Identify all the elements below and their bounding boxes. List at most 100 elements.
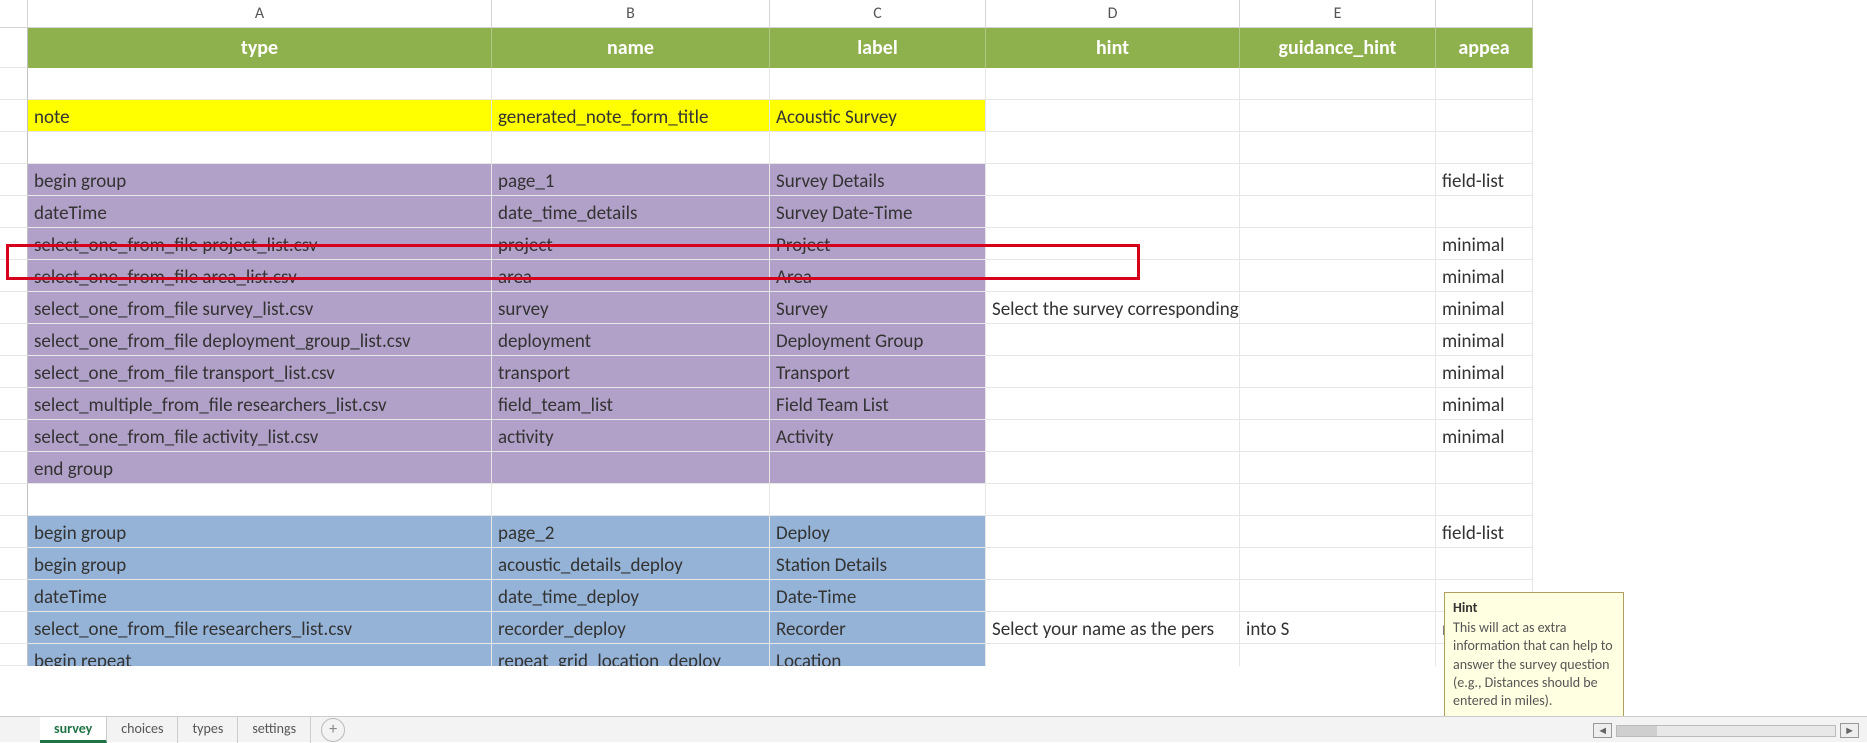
cell[interactable]: field-list xyxy=(1436,164,1533,196)
cell[interactable]: minimal xyxy=(1436,356,1533,388)
horizontal-scrollbar[interactable]: ◄ ► xyxy=(1593,723,1859,738)
cell[interactable] xyxy=(492,132,770,164)
cell[interactable] xyxy=(1240,68,1436,100)
row-number[interactable] xyxy=(0,420,28,452)
row-number[interactable] xyxy=(0,100,28,132)
cell[interactable]: page_1 xyxy=(492,164,770,196)
cell[interactable] xyxy=(986,260,1240,292)
cell[interactable] xyxy=(986,484,1240,516)
cell[interactable]: dateTime xyxy=(28,580,492,612)
row-number[interactable] xyxy=(0,164,28,196)
column-header-C[interactable]: C xyxy=(770,0,986,28)
cell[interactable] xyxy=(986,324,1240,356)
cell[interactable]: begin group xyxy=(28,164,492,196)
cell[interactable] xyxy=(986,580,1240,612)
row-number[interactable] xyxy=(0,228,28,260)
row-number[interactable] xyxy=(0,612,28,644)
cell[interactable]: page_2 xyxy=(492,516,770,548)
row-number[interactable] xyxy=(0,644,28,666)
cell[interactable] xyxy=(986,420,1240,452)
row-number[interactable] xyxy=(0,356,28,388)
cell[interactable]: survey xyxy=(492,292,770,324)
cell[interactable] xyxy=(1240,388,1436,420)
cell[interactable]: project xyxy=(492,228,770,260)
cell[interactable] xyxy=(1240,452,1436,484)
cell[interactable]: Date-Time xyxy=(770,580,986,612)
cell[interactable] xyxy=(1240,292,1436,324)
row-number[interactable] xyxy=(0,292,28,324)
cell[interactable]: into S xyxy=(1240,612,1436,644)
cell[interactable]: Acoustic Survey xyxy=(770,100,986,132)
cell[interactable]: Survey Details xyxy=(770,164,986,196)
row-number[interactable] xyxy=(0,28,28,68)
cell[interactable] xyxy=(1240,228,1436,260)
cell[interactable] xyxy=(1240,356,1436,388)
cell[interactable] xyxy=(986,356,1240,388)
cell[interactable] xyxy=(28,68,492,100)
cell[interactable]: select_one_from_file survey_list.csv xyxy=(28,292,492,324)
cell[interactable] xyxy=(492,452,770,484)
cell[interactable] xyxy=(1240,164,1436,196)
cell[interactable]: select_one_from_file activity_list.csv xyxy=(28,420,492,452)
cell[interactable]: begin repeat xyxy=(28,644,492,666)
row-number[interactable] xyxy=(0,580,28,612)
row-number[interactable] xyxy=(0,516,28,548)
cell[interactable]: Project xyxy=(770,228,986,260)
row-number[interactable] xyxy=(0,388,28,420)
cell[interactable]: select_one_from_file project_list.csv xyxy=(28,228,492,260)
cell[interactable] xyxy=(986,100,1240,132)
add-sheet-button[interactable]: + xyxy=(321,718,345,742)
cell[interactable]: Field Team List xyxy=(770,388,986,420)
cell[interactable] xyxy=(492,484,770,516)
cell[interactable]: minimal xyxy=(1436,420,1533,452)
cell[interactable] xyxy=(1436,68,1533,100)
cell[interactable]: minimal xyxy=(1436,228,1533,260)
cell[interactable]: Select your name as the pers xyxy=(986,612,1240,644)
cell[interactable] xyxy=(1240,324,1436,356)
cell[interactable]: select_multiple_from_file researchers_li… xyxy=(28,388,492,420)
cell[interactable] xyxy=(1436,196,1533,228)
cell[interactable] xyxy=(770,484,986,516)
cell[interactable]: Station Details xyxy=(770,548,986,580)
column-header-A[interactable]: A xyxy=(28,0,492,28)
cell[interactable] xyxy=(986,452,1240,484)
row-number[interactable] xyxy=(0,548,28,580)
cell[interactable] xyxy=(1240,644,1436,666)
sheet-tab-choices[interactable]: choices xyxy=(107,717,178,743)
row-number[interactable] xyxy=(0,68,28,100)
column-header-D[interactable]: D xyxy=(986,0,1240,28)
cell[interactable]: dateTime xyxy=(28,196,492,228)
row-number[interactable] xyxy=(0,484,28,516)
cell[interactable] xyxy=(770,452,986,484)
row-number[interactable] xyxy=(0,452,28,484)
cell[interactable]: Deployment Group xyxy=(770,324,986,356)
cell[interactable]: field-list xyxy=(1436,516,1533,548)
sheet-tab-types[interactable]: types xyxy=(178,717,238,743)
cell[interactable] xyxy=(28,484,492,516)
cell[interactable] xyxy=(986,164,1240,196)
column-header-[interactable] xyxy=(1436,0,1533,28)
cell[interactable]: recorder_deploy xyxy=(492,612,770,644)
cell[interactable]: Location xyxy=(770,644,986,666)
cell[interactable] xyxy=(986,68,1240,100)
cell[interactable] xyxy=(986,548,1240,580)
cell[interactable]: Transport xyxy=(770,356,986,388)
cell[interactable] xyxy=(1240,196,1436,228)
cell[interactable]: minimal xyxy=(1436,260,1533,292)
cell[interactable] xyxy=(492,68,770,100)
cell[interactable] xyxy=(1436,452,1533,484)
cell[interactable]: select_one_from_file researchers_list.cs… xyxy=(28,612,492,644)
cell[interactable] xyxy=(770,68,986,100)
cell[interactable]: begin group xyxy=(28,516,492,548)
cell[interactable]: Area xyxy=(770,260,986,292)
column-header-E[interactable]: E xyxy=(1240,0,1436,28)
cell[interactable]: select_one_from_file area_list.csv xyxy=(28,260,492,292)
cell[interactable] xyxy=(1240,516,1436,548)
cell[interactable]: Survey Date-Time xyxy=(770,196,986,228)
cell[interactable]: field_team_list xyxy=(492,388,770,420)
cell[interactable]: end group xyxy=(28,452,492,484)
cell[interactable]: deployment xyxy=(492,324,770,356)
column-header-B[interactable]: B xyxy=(492,0,770,28)
row-number[interactable] xyxy=(0,324,28,356)
cell[interactable] xyxy=(1240,484,1436,516)
